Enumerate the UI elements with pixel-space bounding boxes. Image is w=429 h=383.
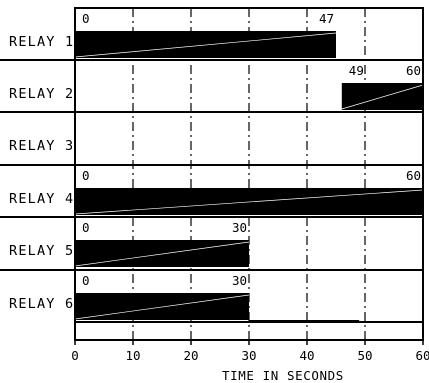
row-label-4: RELAY 4 [9, 191, 74, 207]
bar-diagonal-relay-6 [74, 294, 250, 320]
row-labels: RELAY 1 RELAY 2 RELAY 3 RELAY 4 RELAY 5 RELAY… [9, 34, 74, 312]
bar-end-label-relay-4: 60 [406, 168, 421, 183]
bar-relay-5 [75, 240, 249, 267]
tick-label-50: 50 [357, 348, 372, 363]
bar-diagonal-relay-1 [74, 32, 337, 58]
bar-start-label-relay-4: 0 [82, 168, 90, 183]
tick-label-0: 0 [71, 348, 79, 363]
bars: 0 47 49 60 0 60 0 30 0 30 [74, 11, 424, 322]
row-label-1: RELAY 1 [9, 34, 74, 50]
bar-relay-4 [75, 188, 423, 215]
gridlines [132, 8, 366, 340]
tick-label-30: 30 [241, 348, 256, 363]
bar-relay-6 [75, 293, 249, 320]
x-axis-title: TIME IN SECONDS [222, 368, 344, 383]
row-label-5: RELAY 5 [9, 243, 74, 259]
row-lines [0, 7, 424, 341]
bar-end-label-relay-1: 47 [319, 11, 334, 26]
row-label-2: RELAY 2 [9, 86, 74, 102]
bar-end-label-relay-2: 60 [406, 63, 421, 78]
bar-diagonal-relay-4 [74, 189, 424, 215]
tick-label-10: 10 [125, 348, 140, 363]
x-axis-ticks: 0 10 20 30 40 50 60 [71, 340, 429, 363]
tick-label-40: 40 [299, 348, 314, 363]
bar-diagonal-relay-5 [74, 241, 250, 267]
bar-start-label-relay-6: 0 [82, 273, 90, 288]
bar-diagonal-relay-2 [341, 84, 424, 110]
row-label-6: RELAY 6 [9, 296, 74, 312]
tick-label-60: 60 [415, 348, 429, 363]
row-label-3: RELAY 3 [9, 138, 74, 154]
bar-relay-2 [341, 83, 423, 110]
bar-end-label-relay-6: 30 [232, 273, 247, 288]
bar-start-label-relay-1: 0 [82, 11, 90, 26]
tick-label-20: 20 [183, 348, 198, 363]
bar-start-label-relay-2: 49 [349, 63, 364, 78]
bar-end-label-relay-5: 30 [232, 220, 247, 235]
bar-start-label-relay-5: 0 [82, 220, 90, 235]
bar-relay-1 [75, 31, 336, 58]
